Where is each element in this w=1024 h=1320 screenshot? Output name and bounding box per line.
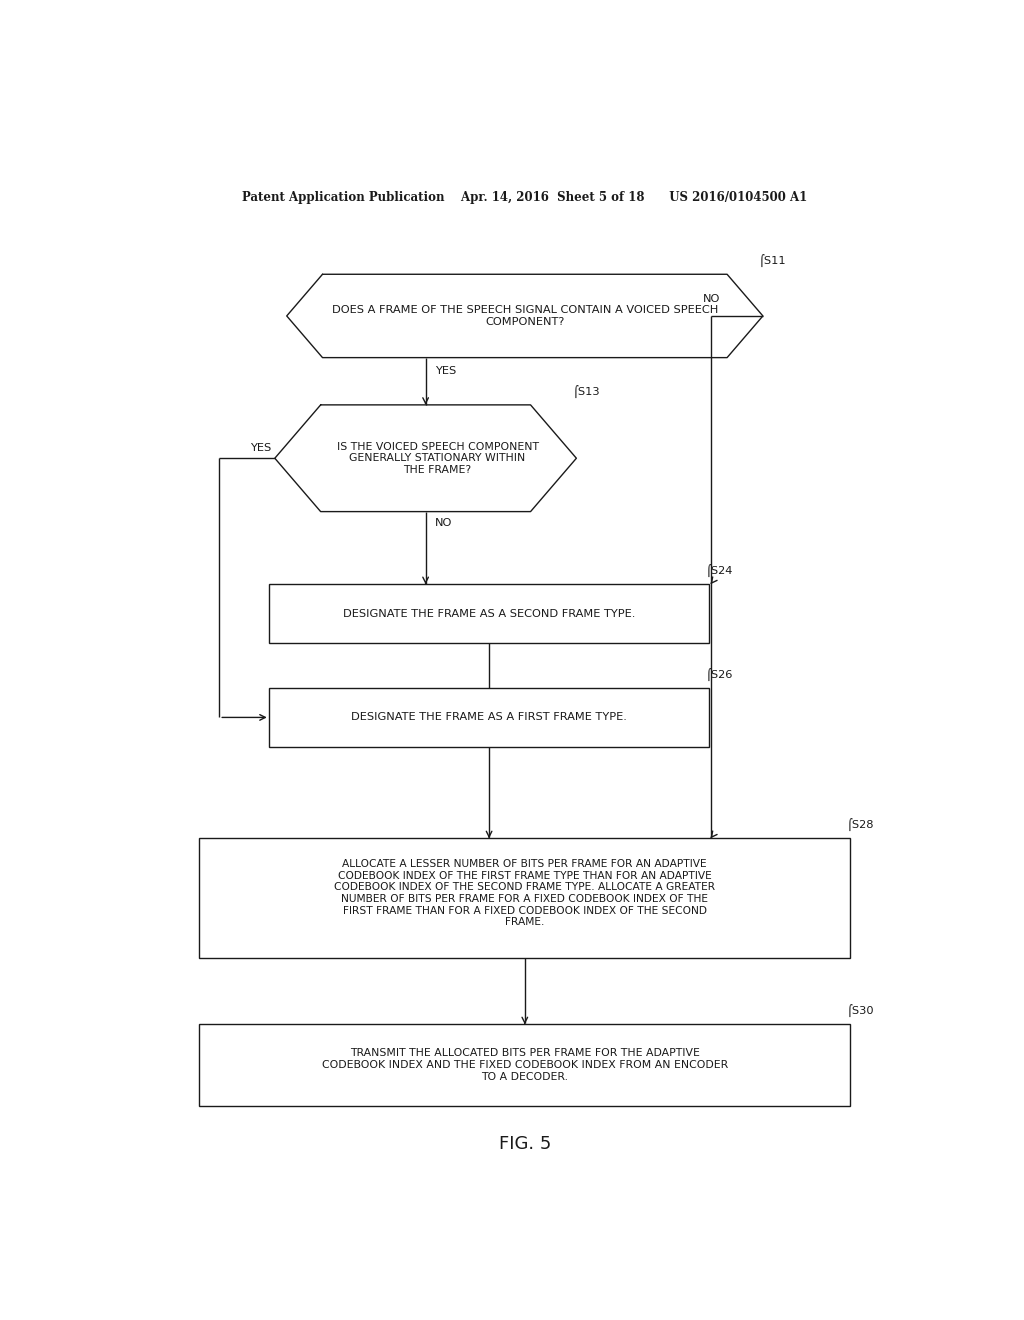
- Text: ⌠S26: ⌠S26: [706, 668, 733, 681]
- Text: ⌠S13: ⌠S13: [572, 384, 600, 397]
- Text: IS THE VOICED SPEECH COMPONENT
GENERALLY STATIONARY WITHIN
THE FRAME?: IS THE VOICED SPEECH COMPONENT GENERALLY…: [337, 442, 539, 475]
- Text: TRANSMIT THE ALLOCATED BITS PER FRAME FOR THE ADAPTIVE
CODEBOOK INDEX AND THE FI: TRANSMIT THE ALLOCATED BITS PER FRAME FO…: [322, 1048, 728, 1081]
- Text: ⌠S24: ⌠S24: [706, 564, 733, 577]
- Text: FIG. 5: FIG. 5: [499, 1135, 551, 1154]
- Bar: [200, 838, 850, 958]
- Text: YES: YES: [435, 366, 457, 376]
- Text: YES: YES: [250, 444, 270, 453]
- Bar: [269, 688, 710, 747]
- Text: NO: NO: [703, 294, 721, 304]
- Text: NO: NO: [435, 517, 453, 528]
- Text: Patent Application Publication    Apr. 14, 2016  Sheet 5 of 18      US 2016/0104: Patent Application Publication Apr. 14, …: [242, 190, 808, 203]
- Bar: [269, 585, 710, 643]
- Text: DESIGNATE THE FRAME AS A FIRST FRAME TYPE.: DESIGNATE THE FRAME AS A FIRST FRAME TYP…: [351, 713, 627, 722]
- Bar: [200, 1024, 850, 1106]
- Text: DESIGNATE THE FRAME AS A SECOND FRAME TYPE.: DESIGNATE THE FRAME AS A SECOND FRAME TY…: [343, 609, 635, 619]
- Text: ALLOCATE A LESSER NUMBER OF BITS PER FRAME FOR AN ADAPTIVE
CODEBOOK INDEX OF THE: ALLOCATE A LESSER NUMBER OF BITS PER FRA…: [334, 859, 716, 927]
- Text: ⌠S30: ⌠S30: [846, 1005, 873, 1018]
- Text: DOES A FRAME OF THE SPEECH SIGNAL CONTAIN A VOICED SPEECH
COMPONENT?: DOES A FRAME OF THE SPEECH SIGNAL CONTAI…: [332, 305, 718, 327]
- Text: ⌠S28: ⌠S28: [846, 818, 873, 832]
- Text: ⌠S11: ⌠S11: [759, 253, 786, 267]
